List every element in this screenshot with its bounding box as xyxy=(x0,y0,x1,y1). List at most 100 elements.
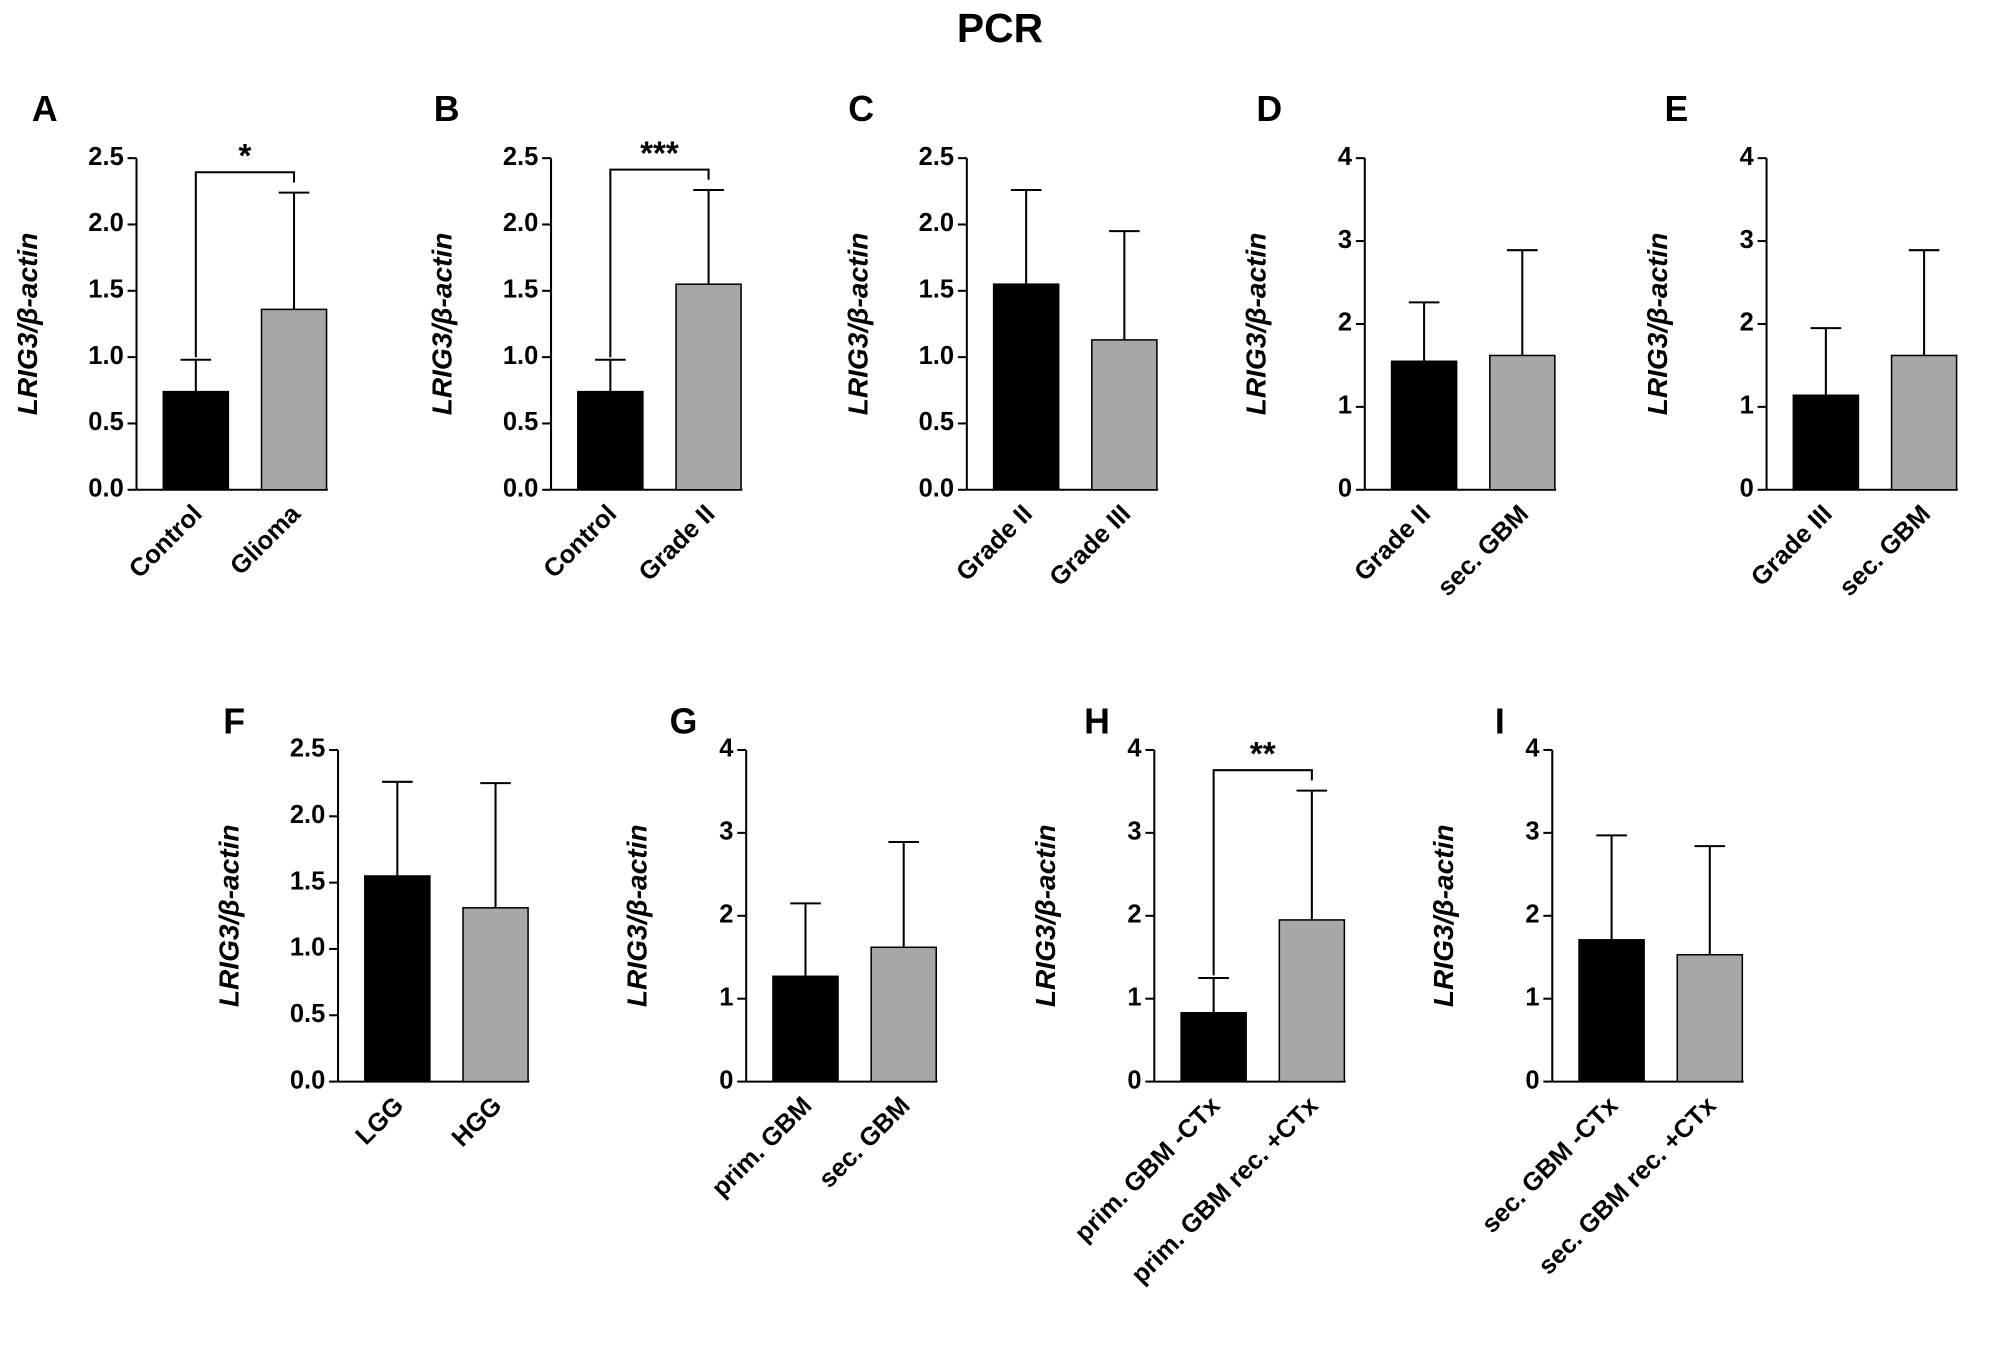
panel-label: A xyxy=(32,89,58,129)
y-tick-label: 0.0 xyxy=(88,475,123,503)
x-tick-label: Grade II xyxy=(951,500,1038,587)
bar xyxy=(577,390,644,491)
x-tick-label: Control xyxy=(124,500,208,584)
y-tick-label: 0 xyxy=(1525,1066,1539,1094)
significance-label: *** xyxy=(640,135,679,172)
y-tick-label: 1.5 xyxy=(503,276,538,304)
x-tick-label: prim. GBM xyxy=(706,1092,817,1203)
panel: B LRIG3/β-actin 0.0 0.5 1.0 1.5 2.0 2.5 Control G… xyxy=(427,89,743,587)
significance-bracket xyxy=(1212,769,1313,976)
y-tick-label: 2.5 xyxy=(919,143,954,171)
x-tick-label: sec. GBM xyxy=(1432,500,1534,602)
y-tick-label: 2.0 xyxy=(503,209,538,237)
y-tick-label: 0 xyxy=(719,1066,733,1094)
bar xyxy=(772,975,839,1083)
y-tick-label: 2 xyxy=(1740,309,1754,337)
y-tick-label: 1.0 xyxy=(503,342,538,370)
y-tick-label: 0.5 xyxy=(88,408,123,436)
x-tick-label: sec. GBM xyxy=(814,1092,916,1194)
panel-label: B xyxy=(434,89,460,129)
x-tick-label: HGG xyxy=(447,1092,508,1153)
y-tick-label: 0.0 xyxy=(290,1066,325,1094)
x-tick-label: Grade II xyxy=(634,500,721,587)
x-tick-label: sec. GBM xyxy=(1834,500,1936,602)
y-tick-label: 4 xyxy=(719,735,734,763)
bar xyxy=(992,283,1060,491)
y-tick-label: 3 xyxy=(1525,818,1539,846)
y-tick-label: 1.5 xyxy=(290,867,325,895)
panel-label: G xyxy=(670,701,698,741)
y-axis-label: LRIG3/β-actin xyxy=(214,824,245,1007)
y-tick-label: 1 xyxy=(1338,392,1352,420)
x-tick-label: Grade II xyxy=(1349,500,1436,587)
bar xyxy=(675,283,742,491)
bar xyxy=(1676,953,1744,1083)
significance-label: * xyxy=(238,138,251,175)
y-tick-label: 1.0 xyxy=(919,342,954,370)
y-tick-label: 1.5 xyxy=(88,276,123,304)
y-tick-label: 3 xyxy=(1740,226,1754,254)
bar xyxy=(1180,1012,1247,1083)
y-tick-label: 0 xyxy=(1127,1066,1141,1094)
y-tick-label: 2.5 xyxy=(290,735,325,763)
x-tick-label: prim. GBM rec. +CTx xyxy=(1126,1092,1324,1290)
figure-title: PCR xyxy=(957,5,1043,51)
bar xyxy=(1792,394,1860,491)
significance-bracket xyxy=(194,171,296,358)
y-tick-label: 0.5 xyxy=(290,1000,325,1028)
y-axis-label: LRIG3/β-actin xyxy=(1642,233,1673,416)
y-tick-label: 0 xyxy=(1740,475,1754,503)
y-tick-label: 1 xyxy=(1525,983,1539,1011)
y-tick-label: 3 xyxy=(1127,818,1141,846)
y-tick-label: 2.5 xyxy=(503,143,538,171)
y-tick-label: 2.0 xyxy=(290,801,325,829)
bar xyxy=(870,946,937,1083)
bar xyxy=(1578,939,1645,1083)
y-tick-label: 3 xyxy=(719,818,733,846)
bar xyxy=(1091,339,1158,491)
y-tick-label: 0.5 xyxy=(919,408,954,436)
y-axis-label: LRIG3/β-actin xyxy=(622,824,653,1007)
y-tick-label: 0.0 xyxy=(919,475,954,503)
y-tick-label: 4 xyxy=(1525,735,1540,763)
panel-label: E xyxy=(1665,89,1689,129)
panel: C LRIG3/β-actin 0.0 0.5 1.0 1.5 2.0 2.5 Grade II… xyxy=(842,89,1159,592)
x-tick-label: LGG xyxy=(350,1092,409,1151)
panel-label: I xyxy=(1495,701,1505,741)
y-tick-label: 2 xyxy=(1338,309,1352,337)
y-tick-label: 2 xyxy=(719,901,733,929)
y-axis-label: LRIG3/β-actin xyxy=(1240,233,1271,416)
y-tick-label: 4 xyxy=(1740,143,1755,171)
panel-label: H xyxy=(1084,701,1110,741)
panel-label: C xyxy=(848,89,874,129)
y-tick-label: 4 xyxy=(1127,735,1142,763)
bar xyxy=(364,875,431,1083)
y-tick-label: 2.0 xyxy=(919,209,954,237)
y-tick-label: 3 xyxy=(1338,226,1352,254)
y-tick-label: 1.0 xyxy=(290,934,325,962)
y-tick-label: 1 xyxy=(719,983,733,1011)
bar xyxy=(1489,354,1556,491)
y-tick-label: 0.0 xyxy=(503,475,538,503)
y-axis-label: LRIG3/β-actin xyxy=(1030,824,1061,1007)
y-axis-label: LRIG3/β-actin xyxy=(427,233,458,416)
y-tick-label: 4 xyxy=(1338,143,1353,171)
y-tick-label: 2.0 xyxy=(88,209,123,237)
y-tick-label: 1.5 xyxy=(919,276,954,304)
y-tick-label: 2 xyxy=(1127,901,1141,929)
y-tick-label: 2.5 xyxy=(88,143,123,171)
x-tick-label: Glioma xyxy=(225,499,306,580)
y-axis-label: LRIG3/β-actin xyxy=(1428,824,1459,1007)
bar xyxy=(1278,919,1346,1083)
panel: A LRIG3/β-actin 0.0 0.5 1.0 1.5 2.0 2.5 Control G… xyxy=(12,89,328,584)
panel-label: F xyxy=(223,701,245,741)
panel: F LRIG3/β-actin 0.0 0.5 1.0 1.5 2.0 2.5 LGG HGG xyxy=(214,701,530,1152)
x-tick-label: Grade III xyxy=(1746,500,1838,592)
y-tick-label: 0 xyxy=(1338,475,1352,503)
